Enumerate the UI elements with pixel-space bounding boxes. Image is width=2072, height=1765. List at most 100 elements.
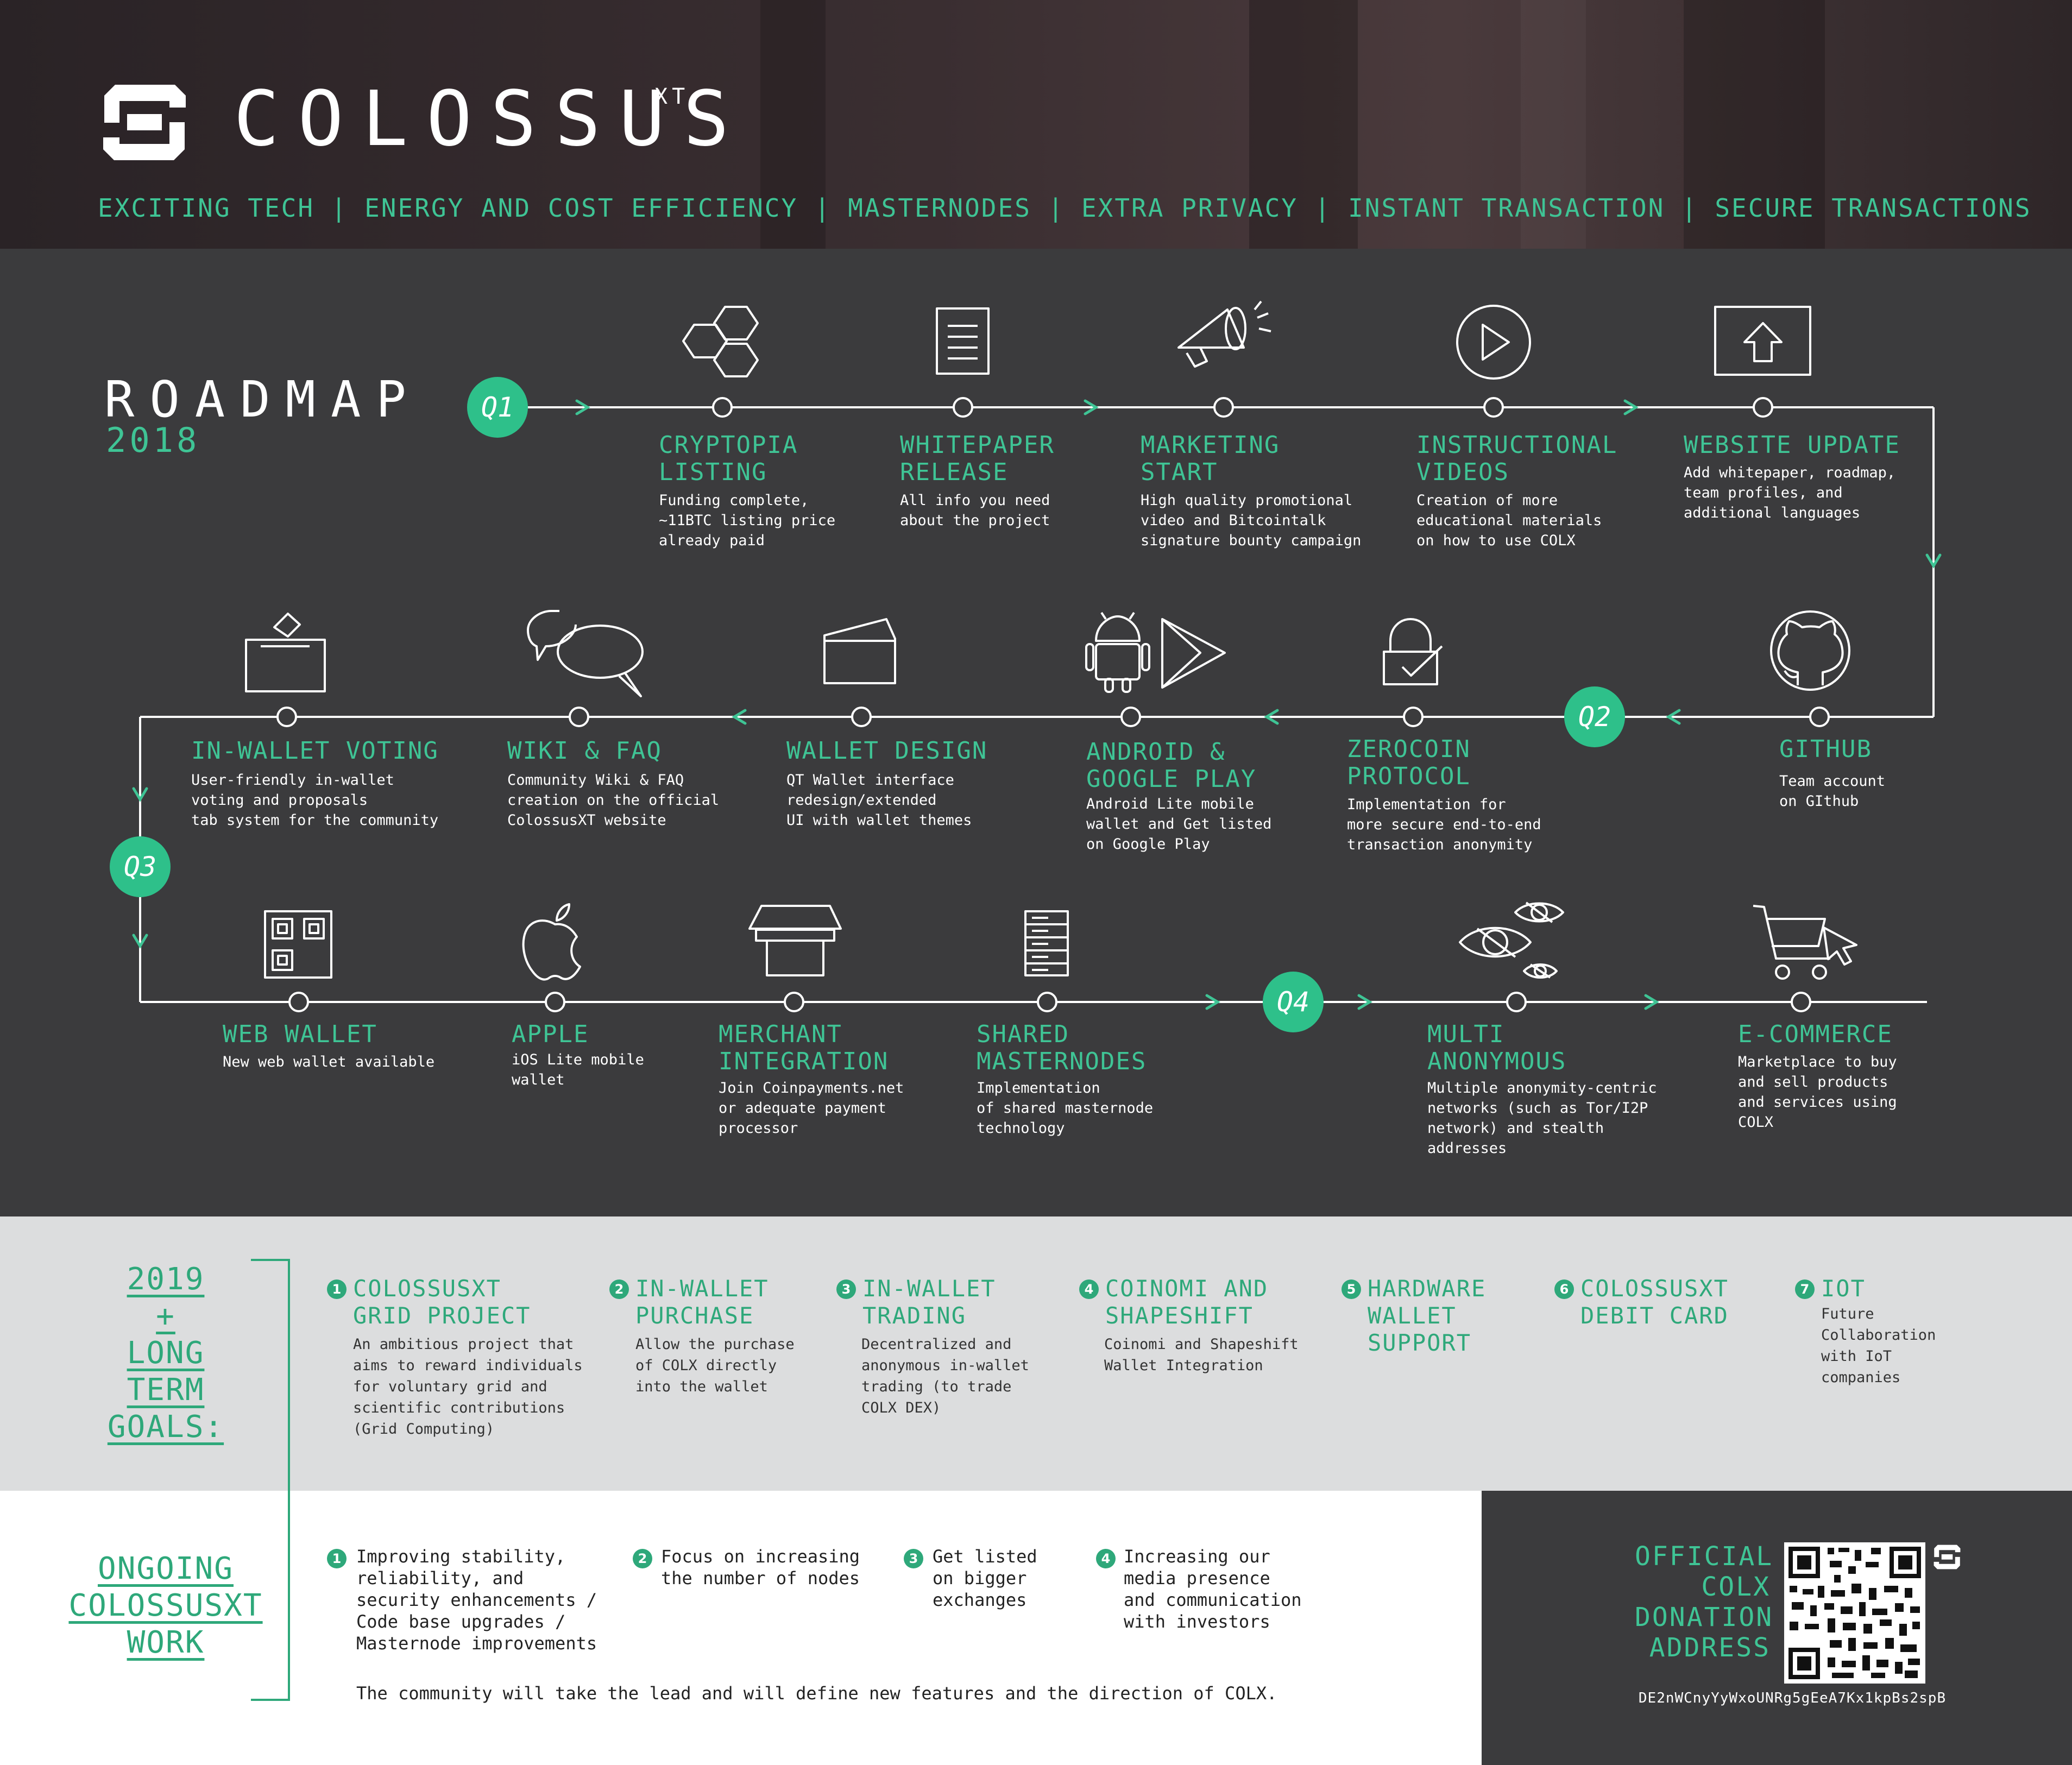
milestone-title: MERCHANT INTEGRATION xyxy=(719,1020,889,1075)
quarter-badge-q4: Q4 xyxy=(1263,972,1324,1032)
colossus-logo-small-icon xyxy=(1934,1545,1961,1569)
goals-heading: 2019 + LONG TERM GOALS: xyxy=(81,1261,250,1446)
milestone-title: GITHUB xyxy=(1779,735,1872,763)
milestone-desc: Join Coinpayments.net or adequate paymen… xyxy=(719,1080,904,1137)
ongoing-number: 3 xyxy=(904,1549,923,1568)
github-icon xyxy=(1770,610,1850,691)
milestone-title: E-COMMERCE xyxy=(1738,1020,1893,1048)
ongoing-heading-line: ONGOING xyxy=(97,1551,234,1586)
milestone-title: MULTI ANONYMOUS xyxy=(1427,1020,1567,1075)
quarter-badge-q1: Q1 xyxy=(467,377,528,438)
milestone-desc: Implementation for more secure end-to-en… xyxy=(1347,796,1541,853)
header-banner xyxy=(0,0,2072,249)
goal-desc: Future Collaboration with IoT companies xyxy=(1821,1306,1936,1386)
document-icon xyxy=(936,307,990,375)
goal-title: COLOSSUSXT GRID PROJECT xyxy=(353,1275,531,1329)
milestone-desc: Multiple anonymity-centric networks (suc… xyxy=(1427,1080,1657,1157)
goals-heading-line: + xyxy=(156,1298,175,1334)
milestone-title: WALLET DESIGN xyxy=(786,737,988,765)
colossus-logo-icon xyxy=(103,85,186,160)
milestone-title: ANDROID & GOOGLE PLAY xyxy=(1086,738,1257,793)
apple-icon xyxy=(522,903,581,981)
goals-heading-line: GOALS: xyxy=(107,1409,224,1445)
roadmap-year: 2018 xyxy=(106,420,200,460)
goals-heading-line: TERM xyxy=(127,1372,205,1408)
ongoing-heading-line: WORK xyxy=(127,1625,205,1660)
ballot-icon xyxy=(245,613,326,692)
server-icon xyxy=(1024,910,1069,976)
ongoing-item: Increasing our media presence and commun… xyxy=(1124,1546,1302,1632)
ongoing-item: Get listed on bigger exchanges xyxy=(933,1546,1037,1610)
goal-desc: Allow the purchase of COLX directly into… xyxy=(635,1336,795,1395)
ongoing-heading-line: COLOSSUSXT xyxy=(68,1588,263,1623)
milestone-title: ZEROCOIN PROTOCOL xyxy=(1347,735,1471,790)
goal-number: 1 xyxy=(327,1279,347,1299)
goal-desc: Coinomi and Shapeshift Wallet Integratio… xyxy=(1104,1336,1299,1374)
hexagons-icon xyxy=(682,306,759,377)
qr-code-icon xyxy=(1784,1542,1925,1684)
long-term-goals-section xyxy=(0,1216,2072,1491)
milestone-desc: Add whitepaper, roadmap, team profiles, … xyxy=(1684,464,1896,521)
milestone-title: CRYPTOPIA LISTING xyxy=(659,431,798,486)
goal-title: COLOSSUSXT DEBIT CARD xyxy=(1580,1275,1729,1329)
upload-icon xyxy=(1714,306,1811,376)
tagline: EXCITING TECH | ENERGY AND COST EFFICIEN… xyxy=(98,193,2032,223)
quarter-badge-q3: Q3 xyxy=(110,836,171,897)
milestone-desc: iOS Lite mobile wallet xyxy=(512,1051,644,1088)
megaphone-icon xyxy=(1177,300,1271,368)
ongoing-number: 1 xyxy=(327,1549,347,1568)
roadmap-title: ROADMAP xyxy=(104,370,421,428)
ongoing-number: 2 xyxy=(633,1549,652,1568)
milestone-title: WEB WALLET xyxy=(223,1020,377,1048)
donation-title: OFFICIAL COLX DONATION ADDRESS xyxy=(1635,1541,1774,1663)
goal-title: COINOMI AND SHAPESHIFT xyxy=(1105,1275,1269,1329)
milestone-desc: Android Lite mobile wallet and Get liste… xyxy=(1086,796,1272,853)
eyes-icon xyxy=(1459,902,1564,979)
milestone-desc: All info you need about the project xyxy=(900,492,1050,529)
milestone-desc: High quality promotional video and Bitco… xyxy=(1141,492,1362,549)
cart-icon xyxy=(1753,905,1857,980)
milestone-title: WEBSITE UPDATE xyxy=(1684,431,1900,459)
donation-section xyxy=(1482,1491,2072,1765)
bracket-divider xyxy=(251,1259,290,1701)
wallet-icon xyxy=(823,618,896,684)
goal-number: 3 xyxy=(836,1279,856,1299)
goal-number: 5 xyxy=(1342,1279,1361,1299)
milestone-desc: Creation of more educational materials o… xyxy=(1416,492,1602,549)
milestone-desc: Team account on GIthub xyxy=(1779,773,1886,810)
goal-desc: An ambitious project that aims to reward… xyxy=(353,1336,583,1438)
milestone-desc: Funding complete, ~11BTC listing price a… xyxy=(659,492,836,549)
milestone-title: WIKI & FAQ xyxy=(507,737,662,765)
ongoing-work-section xyxy=(0,1491,1482,1765)
goal-title: IOT xyxy=(1821,1275,1866,1302)
milestone-title: INSTRUCTIONAL VIDEOS xyxy=(1416,431,1618,486)
milestone-title: MARKETING START xyxy=(1141,431,1280,486)
goal-title: IN-WALLET PURCHASE xyxy=(635,1275,769,1329)
play-icon xyxy=(1456,305,1531,380)
milestone-title: WHITEPAPER RELEASE xyxy=(900,431,1055,486)
android-icon xyxy=(1085,612,1226,693)
quarter-badge-q2: Q2 xyxy=(1564,686,1625,747)
ongoing-heading: ONGOING COLOSSUSXT WORK xyxy=(65,1550,266,1661)
milestone-desc: Marketplace to buy and sell products and… xyxy=(1738,1054,1897,1131)
goals-heading-line: LONG xyxy=(127,1335,205,1371)
milestone-desc: User-friendly in-wallet voting and propo… xyxy=(191,772,439,829)
goal-number: 7 xyxy=(1795,1279,1815,1299)
brand-superscript: XT xyxy=(654,84,690,109)
milestone-title: APPLE xyxy=(512,1020,589,1048)
store-icon xyxy=(748,905,842,976)
ongoing-item: Improving stability, reliability, and se… xyxy=(356,1546,597,1654)
brand-name: COLOSSUS xyxy=(234,75,748,163)
donation-address[interactable]: DE2nWCnyYyWxoUNRg5gEeA7Kx1kpBs2spB xyxy=(1638,1690,1947,1706)
goal-desc: Decentralized and anonymous in-wallet tr… xyxy=(861,1336,1029,1416)
ongoing-item: Focus on increasing the number of nodes xyxy=(661,1546,860,1589)
milestone-desc: Implementation of shared masternode tech… xyxy=(977,1080,1154,1137)
milestone-desc: QT Wallet interface redesign/extended UI… xyxy=(786,772,972,829)
milestone-desc: Community Wiki & FAQ creation on the off… xyxy=(507,772,720,829)
goal-title: IN-WALLET TRADING xyxy=(862,1275,996,1329)
milestone-desc: New web wallet available xyxy=(223,1054,435,1070)
chat-icon xyxy=(527,610,644,697)
goal-title: HARDWARE WALLET SUPPORT xyxy=(1368,1275,1487,1356)
milestone-title: IN-WALLET VOTING xyxy=(191,737,439,765)
milestone-title: SHARED MASTERNODES xyxy=(977,1020,1147,1075)
